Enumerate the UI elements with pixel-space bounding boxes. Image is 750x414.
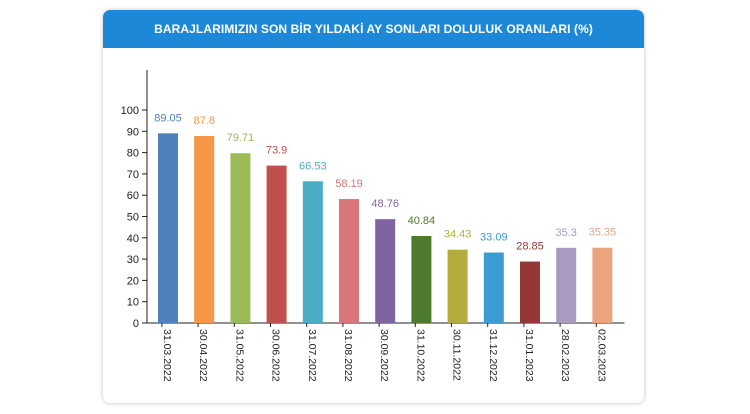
y-tick-label: 30 [127,254,139,266]
x-tick-label: 31.08.2022 [342,329,354,382]
bar [302,181,323,323]
x-tick-label: 31.05.2022 [233,329,245,382]
bar [266,165,287,323]
x-tick-label: 30.11.2022 [451,329,463,381]
data-label: 87.8 [193,115,214,127]
bar [375,219,396,323]
data-label: 58.19 [335,178,363,190]
data-label: 79.71 [227,132,255,144]
x-tick-label: 31.03.2022 [161,329,173,382]
y-tick-label: 0 [133,318,139,330]
y-tick-label: 90 [127,126,139,138]
y-tick-label: 70 [127,169,139,181]
chart-header: BARAJLARIMIZIN SON BİR YILDAKİ AY SONLAR… [103,10,644,48]
y-tick-label: 100 [121,105,139,117]
bar [483,252,504,323]
data-label: 48.76 [371,198,399,210]
bar [592,247,613,323]
y-tick-label: 40 [127,233,139,245]
x-tick-label: 28.02.2023 [559,329,571,382]
data-label: 28.85 [516,241,544,253]
y-tick-label: 20 [127,275,139,287]
chart-card: BARAJLARIMIZIN SON BİR YILDAKİ AY SONLAR… [103,10,644,403]
x-tick-label: 31.12.2022 [487,329,499,382]
bar [447,249,468,323]
bar [556,247,577,323]
bar [339,199,359,323]
data-label: 73.9 [266,145,287,157]
bar [520,261,540,323]
bar-chart: 0 10 20 30 40 50 60 70 80 90 100 89.05 31.03.2022 87.… [121,70,625,382]
data-label: 89.05 [154,112,182,124]
x-tick-label: 31.01.2023 [523,329,535,382]
data-label: 66.53 [299,160,327,172]
bar [411,236,432,323]
data-label: 34.43 [444,229,472,241]
x-tick-label: 30.06.2022 [270,329,282,382]
data-label: 35.35 [589,227,617,239]
y-tick-label: 10 [127,297,139,309]
x-tick-label: 02.03.2023 [595,329,607,382]
y-tick-label: 50 [127,212,139,224]
chart-title: BARAJLARIMIZIN SON BİR YILDAKİ AY SONLAR… [154,22,593,36]
y-tick-label: 60 [127,190,139,202]
y-tick-label: 80 [127,148,139,160]
data-label: 35.3 [555,227,576,239]
x-tick-label: 31.10.2022 [414,329,426,382]
x-tick-label: 30.04.2022 [197,329,209,382]
bar [158,133,178,323]
data-label: 40.84 [408,215,436,227]
bar [230,153,251,323]
bar [194,135,215,323]
x-tick-label: 31.07.2022 [306,329,318,382]
x-tick-label: 30.09.2022 [378,329,390,382]
data-label: 33.09 [480,232,508,244]
